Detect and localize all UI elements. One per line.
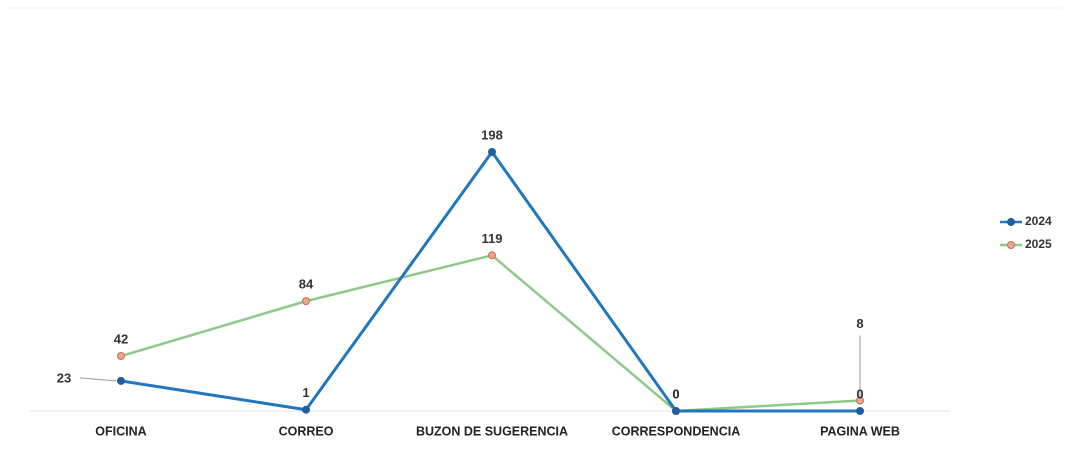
series-line (120, 149, 860, 413)
point (302, 297, 310, 306)
x-tick-label: CORREO (279, 424, 334, 438)
legend-marker (1007, 218, 1015, 226)
series-line (120, 253, 861, 413)
data-label: 1 (302, 385, 309, 400)
point (488, 251, 496, 260)
point (117, 352, 125, 361)
point (117, 376, 125, 385)
leader-line (79, 377, 117, 382)
legend-label: 2025 (1025, 237, 1052, 251)
data-label: 198 (481, 127, 503, 142)
data-label: 8 (856, 316, 863, 331)
data-label: 0 (672, 386, 679, 401)
x-tick-label: PAGINA WEB (820, 424, 900, 438)
data-label: 23 (57, 370, 71, 385)
data-label: 42 (114, 331, 128, 346)
x-tick-label: BUZON DE SUGERENCIA (416, 424, 568, 438)
x-tick-label: CORRESPONDENCIA (612, 424, 741, 438)
point (672, 407, 680, 415)
point (856, 396, 864, 405)
legend-label: 2024 (1025, 214, 1052, 228)
point (856, 407, 864, 415)
data-label: 0 (856, 386, 863, 401)
point (488, 148, 496, 156)
legend-marker (1007, 241, 1015, 249)
data-label: 84 (299, 277, 314, 292)
data-label: 0 (672, 386, 679, 401)
data-label: 119 (482, 231, 503, 246)
x-tick-label: OFICINA (95, 424, 146, 438)
point (302, 405, 310, 414)
